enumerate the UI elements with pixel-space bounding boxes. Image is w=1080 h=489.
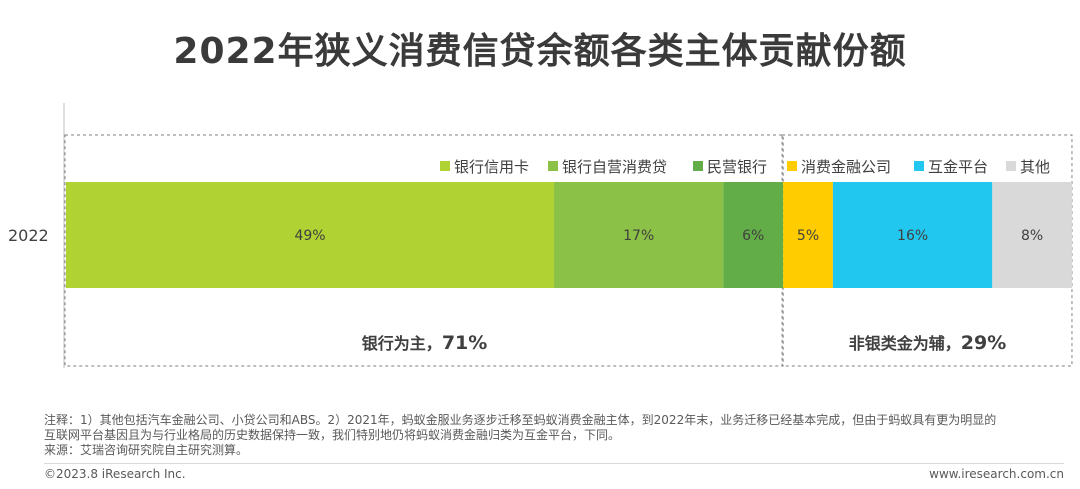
bar-data-label: 49%	[294, 228, 325, 244]
bar-series	[66, 182, 1072, 288]
footer-divider	[44, 463, 1064, 464]
legend-swatch	[693, 161, 703, 171]
group-label-value: 29%	[960, 332, 1007, 354]
bar-data-labels: 49% 17% 6% 5% 16% 8%	[294, 228, 1043, 244]
bar-data-label: 16%	[897, 228, 928, 244]
bar-data-label: 6%	[742, 228, 764, 244]
footnote-line: 互联网平台基因且为与行业格局的历史数据保持一致，我们特别地仍将蚂蚁消费金融归类为…	[44, 428, 621, 442]
group-label-value: 71%	[441, 332, 488, 354]
group-label-1: 银行为主，71%	[66, 330, 783, 354]
legend-label: 民营银行	[707, 157, 768, 176]
legend-item: 其他	[1006, 156, 1050, 176]
group-label-2: 非银类金为辅，29%	[783, 330, 1072, 354]
bar-data-label: 5%	[797, 228, 819, 244]
legend-swatch	[440, 161, 450, 171]
legend-label: 其他	[1020, 157, 1051, 176]
group-label-text: 非银类金为辅，	[848, 334, 961, 353]
footnotes: 注释：1）其他包括汽车金融公司、小贷公司和ABS。2）2021年，蚂蚁金服业务逐…	[44, 413, 1074, 458]
y-tick-label: 2022	[8, 226, 49, 245]
group-label-text: 银行为主，	[361, 334, 442, 353]
chart-title: 2022年狭义消费信贷余额各类主体贡献份额	[173, 31, 907, 72]
legend-label: 互金平台	[928, 157, 989, 176]
legend-swatch	[548, 161, 558, 171]
source-line: 来源：艾瑞咨询研究院自主研究测算。	[44, 443, 249, 457]
legend-swatch	[1006, 161, 1016, 171]
legend-item: 互金平台	[914, 156, 988, 176]
bar-segment-5	[832, 182, 993, 288]
bar-segment-3	[723, 182, 784, 288]
bar-segment-1	[66, 182, 555, 288]
copyright: ©2023.8 iResearch Inc.	[44, 467, 186, 481]
footnote-line: 注释：1）其他包括汽车金融公司、小贷公司和ABS。2）2021年，蚂蚁金服业务逐…	[44, 413, 997, 427]
legend-item: 银行信用卡	[440, 156, 529, 176]
bar-data-label: 17%	[623, 228, 654, 244]
legend-label: 消费金融公司	[801, 157, 892, 176]
legend-item: 消费金融公司	[787, 156, 891, 176]
legend-swatch	[787, 161, 797, 171]
bar-segment-4	[783, 182, 833, 288]
legend-item: 银行自营消费贷	[548, 156, 667, 176]
bar-segment-2	[554, 182, 724, 288]
legend-swatch	[914, 161, 924, 171]
legend-label: 银行信用卡	[454, 157, 530, 176]
website-url: www.iresearch.com.cn	[929, 467, 1064, 481]
bar-data-label: 8%	[1021, 228, 1043, 244]
legend-label: 银行自营消费贷	[562, 157, 668, 176]
bar-segment-6	[992, 182, 1072, 288]
group-frame-1	[64, 134, 784, 367]
legend-item: 民营银行	[693, 156, 767, 176]
